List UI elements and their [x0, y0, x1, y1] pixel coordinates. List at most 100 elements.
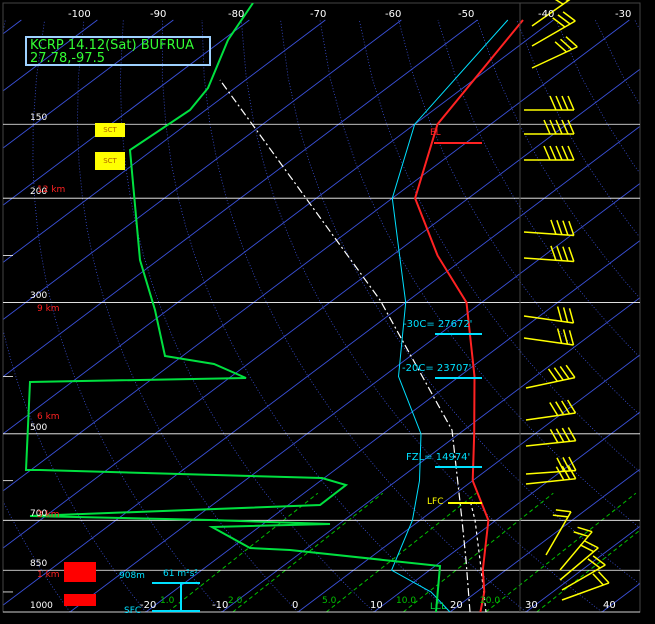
wind-barb-3-feather	[549, 95, 557, 111]
wind-barb-6-staff	[523, 231, 574, 237]
wind-barb-12-feather	[555, 428, 565, 443]
wind-barb-13-feather	[562, 457, 571, 472]
wind-barb-2	[531, 36, 578, 69]
wind-barb-1	[531, 11, 576, 47]
dry-adiabat-line	[201, 19, 527, 612]
wind-barb-10	[525, 364, 576, 389]
dry-adiabat-line	[32, 19, 223, 612]
mixing-ratio-line	[167, 492, 319, 612]
wind-barb-9-feather	[556, 328, 563, 344]
isotherm-line	[69, 182, 640, 612]
wind-barb-11-feather	[555, 401, 565, 416]
wind-barb-12-feather	[549, 428, 559, 444]
wind-barb-2-feather	[554, 41, 567, 53]
isotherm-line	[221, 297, 640, 612]
wind-barb-17-staff	[559, 547, 599, 581]
wind-barb-7-feather	[550, 245, 557, 261]
isobar-lines	[2, 2, 641, 613]
height-label: 9 km	[37, 304, 60, 314]
helicity-sfc-label: SFC	[124, 606, 142, 616]
wind-barb-7	[523, 245, 575, 263]
dry-adiabat-line	[3, 500, 71, 612]
wind-barb-6-feather	[568, 220, 575, 236]
isotherm-line	[3, 19, 174, 149]
wind-barb-6-feather	[562, 220, 569, 236]
sounding-profiles	[24, 3, 524, 612]
bottom-temp-label: 10	[370, 600, 383, 611]
wind-barb-0	[531, 0, 574, 27]
wind-barb-18-feather	[592, 555, 606, 566]
wind-barb-18-feather	[587, 558, 601, 569]
wind-barb-8-feather	[556, 306, 563, 322]
isotherm-line	[297, 354, 640, 612]
wind-barb-3-feather	[567, 95, 575, 111]
wind-barb-4	[524, 119, 575, 135]
isotherm-line	[3, 68, 640, 549]
top-temp-label: -40	[538, 9, 555, 20]
wind-barb-16-feather	[577, 526, 593, 533]
dry-adiabat-line	[398, 19, 640, 416]
height-label: 6 km	[37, 412, 60, 422]
mixing-ratio-line	[402, 492, 554, 612]
helicity-depth-label: 908m	[119, 571, 145, 581]
wind-barb-11-feather	[561, 400, 571, 415]
wind-barb-9	[523, 328, 575, 346]
wind-barb-4-feather	[543, 119, 551, 135]
wind-barb-6	[523, 219, 575, 237]
wind-barb-9-feather	[562, 329, 569, 345]
wind-barb-7-feather	[556, 246, 563, 261]
isotherm-line	[3, 19, 250, 206]
wind-barb-7-feather	[568, 246, 575, 262]
station-title: KCRP 14.12(Sat) BUFRUA	[30, 38, 195, 53]
wind-barb-19	[561, 571, 610, 601]
pressure-label-500: 500	[30, 422, 48, 433]
wind-barb-5	[524, 145, 575, 161]
station-coords: 27.78,-97.5	[30, 51, 105, 66]
isotherm-line	[145, 240, 640, 612]
wind-barb-14-feather	[567, 465, 577, 480]
dry-adiabat-line	[516, 19, 640, 238]
parcel-traces	[219, 79, 487, 612]
cloud-layer-sct-lower: SCT	[95, 152, 125, 170]
wind-barb-15-feather	[552, 514, 569, 518]
fzl-label: FZL= 14974'	[406, 452, 471, 463]
mixing-ratio-label: 5.0	[322, 596, 337, 606]
wind-barb-15-feather	[555, 509, 572, 513]
isotherm-line	[3, 19, 478, 378]
minus30c-label: -30C= 27672'	[403, 319, 473, 330]
mixing-ratio-line	[232, 492, 384, 612]
top-temp-label: -100	[68, 9, 91, 20]
height-label: 1 km	[37, 570, 60, 580]
isotherm-line	[601, 582, 640, 612]
isotherm-line	[3, 19, 554, 435]
dry-adiabat-line	[358, 19, 640, 473]
wind-barb-5-feather	[561, 145, 569, 161]
wind-barb-4-feather	[549, 119, 557, 135]
wind-barb-13	[525, 456, 577, 475]
wind-barb-2-feather	[560, 38, 573, 50]
wind-barb-10-feather	[553, 367, 564, 381]
wind-barb-5-feather	[555, 145, 563, 161]
wind-barb-1-staff	[531, 20, 576, 47]
mixing-ratio-line	[536, 529, 640, 612]
mixing-ratio-line	[485, 492, 637, 612]
wind-barb-5-feather	[567, 145, 575, 161]
wind-barb-3-feather	[561, 95, 569, 111]
wind-barb-8-feather	[562, 307, 569, 323]
wind-barb-12-feather	[561, 427, 571, 442]
mixing-ratio-label: 2.0	[228, 596, 243, 606]
dry-adiabat-line	[3, 19, 147, 612]
helicity-value-label: 61 m²s²	[163, 569, 198, 579]
top-temp-label: -90	[150, 9, 167, 20]
top-temp-label: -60	[385, 9, 402, 20]
wind-barb-17-feather	[579, 544, 595, 553]
dry-adiabat-line	[634, 19, 640, 31]
pressure-label-1000: 1000	[30, 601, 53, 611]
wind-barb-11	[525, 399, 577, 421]
wind-barb-0-staff	[531, 0, 574, 27]
wind-barb-5-feather	[549, 145, 557, 161]
wind-barb-12-feather	[567, 427, 577, 442]
wind-barb-16-staff	[559, 531, 593, 571]
wind-barb-16-feather	[573, 531, 589, 538]
